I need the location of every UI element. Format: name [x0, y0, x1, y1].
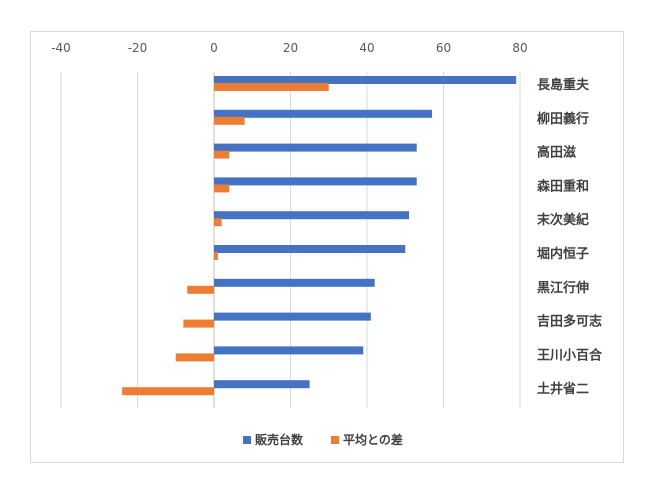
bar-series-1-9 [122, 387, 214, 396]
legend-label-series-1: 平均との差 [343, 432, 403, 447]
bar-series-1-7 [183, 319, 214, 328]
bar-series-1-4 [214, 218, 222, 227]
bar-series-0-8 [214, 346, 364, 355]
bar-series-0-9 [214, 380, 310, 389]
bar-series-0-1 [214, 109, 433, 118]
gridlines [60, 72, 521, 408]
category-labels: 長島重夫柳田義行高田滋森田重和末次美紀堀内恒子黒江行伸吉田多可志王川小百合土井省… [536, 77, 603, 397]
bar-series-1-0 [214, 83, 329, 91]
x-tick-label: 80 [512, 41, 527, 55]
category-label: 王川小百合 [537, 347, 603, 363]
category-label: 末次美紀 [536, 212, 589, 228]
category-label: 長島重夫 [537, 77, 590, 93]
bar-series-1-3 [214, 184, 230, 193]
x-tick-label: -20 [128, 41, 148, 55]
category-label: 柳田義行 [537, 111, 589, 127]
x-tick-label: 40 [359, 41, 374, 55]
bars [122, 76, 517, 396]
x-axis-ticks: -40 -20 0 20 40 60 80 [51, 41, 527, 55]
bar-series-0-7 [214, 312, 371, 321]
bar-series-0-0 [214, 76, 517, 84]
bar-series-0-3 [214, 177, 417, 186]
category-label: 土井省二 [537, 381, 589, 397]
legend: 販売台数 平均との差 [243, 432, 403, 447]
category-label: 黒江行伸 [537, 280, 589, 296]
bar-series-1-6 [187, 285, 214, 294]
bar-series-1-1 [214, 116, 245, 125]
bar-series-0-2 [214, 143, 417, 152]
bar-series-0-4 [214, 211, 410, 220]
x-tick-label: 20 [283, 41, 298, 55]
legend-label-series-0: 販売台数 [255, 432, 304, 447]
bar-series-0-6 [214, 278, 375, 287]
x-tick-label: 0 [210, 41, 218, 55]
category-label: 堀内恒子 [537, 246, 589, 262]
legend-swatch-series-0 [243, 436, 251, 444]
category-label: 吉田多可志 [537, 314, 602, 330]
category-label: 森田重和 [537, 178, 589, 194]
bar-series-1-5 [214, 252, 218, 260]
x-tick-label: 60 [436, 41, 451, 55]
x-tick-label: -40 [51, 41, 71, 55]
bar-series-1-8 [175, 353, 214, 362]
legend-swatch-series-1 [331, 436, 339, 444]
bar-series-0-5 [214, 245, 406, 253]
bar-series-1-2 [214, 150, 230, 159]
category-label: 高田滋 [537, 145, 576, 161]
